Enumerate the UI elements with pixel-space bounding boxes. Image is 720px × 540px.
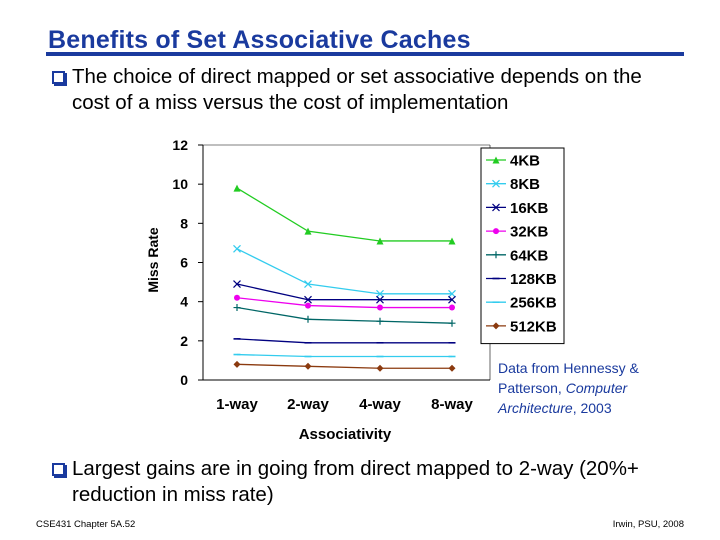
x-tick-label: 2-way [287,396,329,413]
x-axis-title: Associativity [299,426,392,443]
data-point-32kb [377,304,383,311]
data-point-8kb [304,280,312,288]
legend-marker [493,228,499,235]
series-line-32kb [236,297,452,309]
data-point-16kb [304,295,312,304]
y-tick-label: 10 [172,176,188,192]
bullet-1-text: The choice of direct mapped or set assoc… [72,65,642,114]
legend-label: 16KB [510,200,549,217]
y-tick-label: 8 [180,215,188,231]
series-line-256kb [236,353,452,358]
data-point-32kb [305,302,311,309]
legend-marker [492,179,500,188]
legend-label: 32KB [510,224,549,241]
data-point-16kb [448,295,456,304]
y-tick-label: 4 [180,294,188,310]
data-point-4kb [304,227,312,235]
legend-marker [492,322,500,330]
y-tick-label: 2 [180,333,188,349]
legend-label: 256KB [510,295,557,312]
y-tick-label: 12 [172,137,188,153]
legend-label: 64KB [510,247,549,264]
data-point-16kb [376,295,384,304]
bullet-2-text: Largest gains are in going from direct m… [72,457,639,506]
data-point-8kb [233,244,241,253]
data-point-512kb [448,364,456,372]
data-point-512kb [376,364,384,372]
legend-marker [492,156,500,164]
data-point-32kb [449,304,455,311]
data-point-4kb [233,184,241,192]
data-point-8kb [448,289,456,298]
data-point-16kb [233,280,241,288]
bullet-icon [52,71,65,84]
legend-marker [492,251,500,259]
data-point-4kb [448,237,456,245]
legend-box [480,147,565,345]
x-tick-label: 8-way [431,396,473,413]
legend-marker [492,203,500,212]
series-line-512kb [236,363,452,369]
data-point-64kb [376,317,384,325]
y-tick-label: 0 [180,372,188,388]
footer-left: CSE431 Chapter 5A.52 [36,519,136,530]
source-prefix: Data from Hennessy & Patterson, [498,360,639,396]
data-point-4kb [376,237,384,245]
legend-label: 4KB [510,153,540,170]
y-axis-title: Miss Rate [145,227,161,293]
data-point-64kb [448,319,456,327]
slide-title: Benefits of Set Associative Caches [48,26,471,54]
data-point-512kb [233,360,241,368]
data-point-32kb [234,294,240,301]
series-line-128kb [236,338,452,344]
data-point-512kb [304,362,312,370]
y-tick-label: 6 [180,255,188,271]
data-point-64kb [304,315,312,323]
title-underline [46,52,684,56]
x-tick-label: 4-way [359,396,401,413]
data-point-64kb [233,304,241,312]
source-book-title: Computer Architecture [498,380,628,416]
bullet-icon [52,463,65,476]
series-line-16kb [236,283,452,301]
data-source-note: Data from Hennessy & Patterson, Computer… [498,358,668,418]
series-line-64kb [236,306,453,324]
source-suffix: , 2003 [572,400,612,416]
x-tick-label: 1-way [216,396,258,413]
series-line-8kb [236,248,452,295]
legend-label: 128KB [510,271,557,288]
legend-label: 512KB [510,318,557,335]
series-line-4kb [236,187,452,242]
legend-label: 8KB [510,176,540,193]
data-point-8kb [376,289,384,298]
footer-right: Irwin, PSU, 2008 [612,519,684,530]
